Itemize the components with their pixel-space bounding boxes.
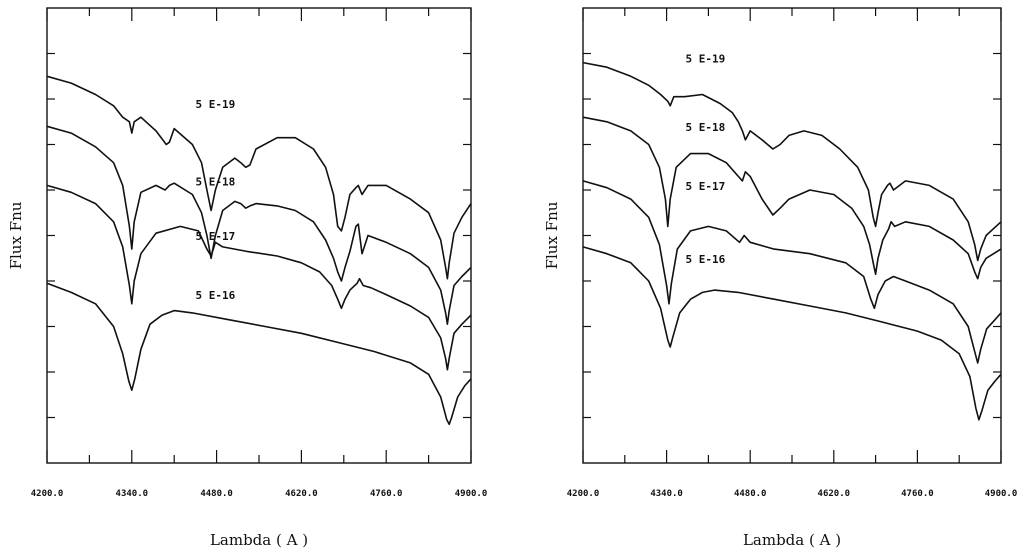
x-tick-label: 4200.0 xyxy=(567,489,600,499)
right-chart-panel: 4200.0 4340.0 4480.0 4620.0 4760.0 4900.0 Lamb… xyxy=(543,7,1018,549)
series-line xyxy=(46,125,472,326)
y-axis-title: Flux Fnu xyxy=(543,201,561,269)
series-label: 5 E-19 xyxy=(196,98,236,111)
left-chart-panel: 4200.0 4340.0 4480.0 4620.0 4760.0 4900.0 Lamb… xyxy=(7,7,488,549)
series-label: 5 E-16 xyxy=(196,289,236,302)
series-line xyxy=(46,75,472,280)
plot-frame xyxy=(582,7,1002,464)
x-tick-label: 4200.0 xyxy=(31,489,64,499)
series-label: 5 E-17 xyxy=(686,180,726,193)
x-tick-label: 4900.0 xyxy=(455,489,488,499)
x-axis-title: Lambda ( A ) xyxy=(210,531,308,549)
series-label: 5 E-18 xyxy=(196,175,236,188)
series-line xyxy=(582,116,1002,280)
series-line xyxy=(582,61,1002,262)
series-line xyxy=(46,184,472,371)
series-line xyxy=(46,282,472,426)
series-line xyxy=(582,180,1002,364)
x-tick-label: 4620.0 xyxy=(818,489,851,499)
series-line xyxy=(582,246,1002,421)
x-tick-label: 4340.0 xyxy=(650,489,683,499)
plot-frame xyxy=(46,7,472,464)
series-label: 5 E-18 xyxy=(686,121,726,134)
x-tick-label: 4760.0 xyxy=(901,489,934,499)
x-tick-label: 4340.0 xyxy=(116,489,149,499)
x-tick-label: 4620.0 xyxy=(285,489,318,499)
x-tick-label: 4760.0 xyxy=(370,489,403,499)
series-label: 5 E-19 xyxy=(686,53,726,66)
x-tick-label: 4900.0 xyxy=(985,489,1018,499)
x-tick-label: 4480.0 xyxy=(734,489,767,499)
x-tick-label: 4480.0 xyxy=(200,489,233,499)
x-axis-title: Lambda ( A ) xyxy=(743,531,841,549)
y-axis-title: Flux Fnu xyxy=(7,201,25,269)
series-label: 5 E-16 xyxy=(686,253,726,266)
series-label: 5 E-17 xyxy=(196,230,236,243)
